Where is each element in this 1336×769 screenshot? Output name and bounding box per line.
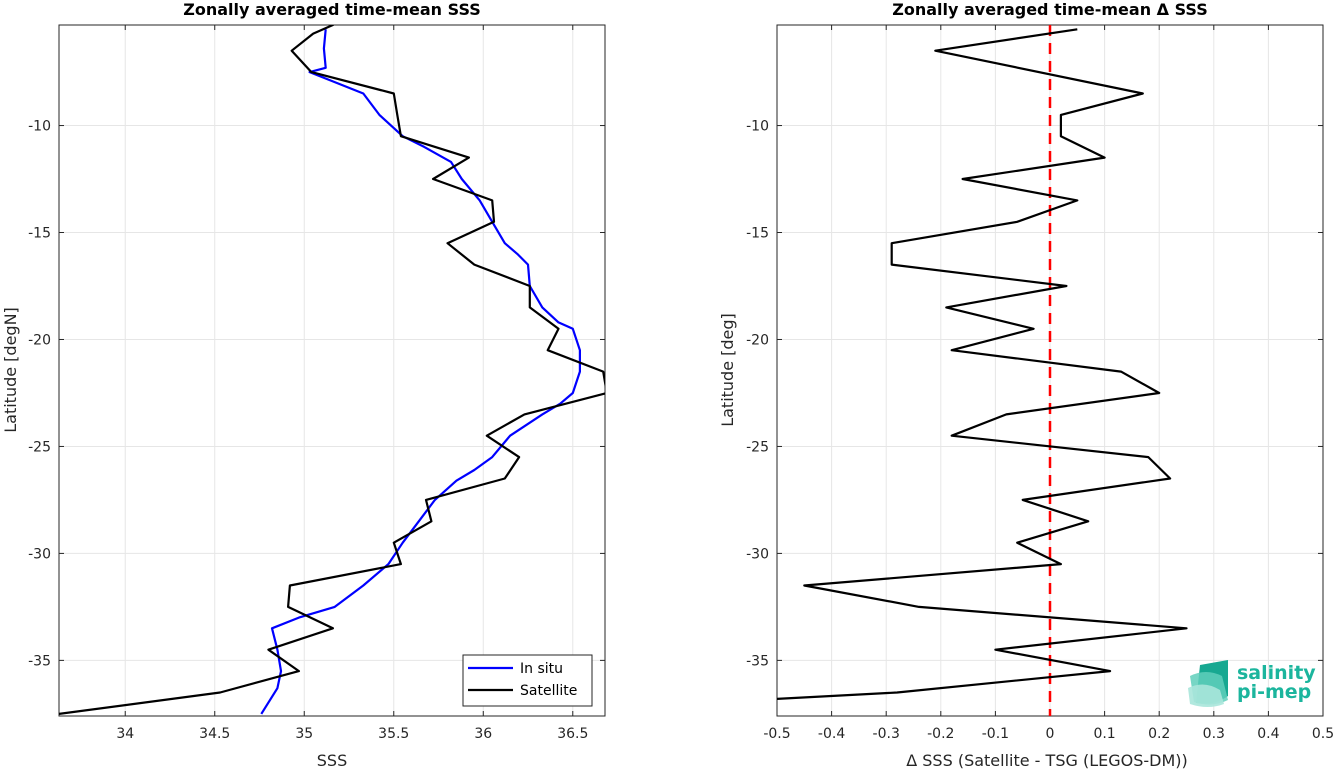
x-tick-label: 35.5 xyxy=(378,726,409,742)
x-tick-label: 0.4 xyxy=(1257,726,1279,742)
x-tick-label: 36.5 xyxy=(557,726,588,742)
left-chart-title: Zonally averaged time-mean SSS xyxy=(183,0,481,19)
logo-text-line1: salinity xyxy=(1237,662,1316,684)
y-tick-label: -30 xyxy=(746,546,769,562)
left-x-axis-label: SSS xyxy=(317,751,347,769)
legend-label-satellite: Satellite xyxy=(520,683,577,699)
salinity-pi-mep-logo: salinity pi-mep xyxy=(1188,660,1316,707)
x-tick-label: -0.5 xyxy=(763,726,790,742)
delta-sss-line xyxy=(777,28,1188,700)
y-tick-label: -10 xyxy=(746,119,769,135)
legend: In situ Satellite xyxy=(462,654,593,707)
x-tick-label: 0.3 xyxy=(1203,726,1225,742)
x-tick-label: 34 xyxy=(116,726,134,742)
left-panel-sss: Zonally averaged time-mean SSS SSS Latit… xyxy=(1,0,606,769)
left-axes-frame xyxy=(58,24,606,717)
series-line-in-situ xyxy=(260,29,582,715)
logo-text-line2: pi-mep xyxy=(1237,681,1311,703)
x-tick-label: -0.1 xyxy=(982,726,1009,742)
left-tick-labels: 34 34.5 35 35.5 36 36.5 -10 -15 -20 -25 -30 -35 xyxy=(28,25,605,742)
left-grid xyxy=(59,25,605,716)
y-tick-label: -30 xyxy=(28,546,51,562)
series-line-satellite xyxy=(59,25,605,715)
right-y-axis-label: Latitude [deg] xyxy=(718,313,737,427)
x-tick-label: 0.1 xyxy=(1093,726,1115,742)
left-series xyxy=(59,25,605,715)
x-tick-label: -0.4 xyxy=(818,726,845,742)
y-tick-label: -25 xyxy=(28,439,51,455)
x-tick-label: -0.3 xyxy=(873,726,900,742)
x-tick-label: 36 xyxy=(474,726,492,742)
right-tick-labels: -0.5 -0.4 -0.3 -0.2 -0.1 0 0.1 0.2 0.3 0.4 0.5 -10 -… xyxy=(746,25,1334,742)
right-chart-title: Zonally averaged time-mean Δ SSS xyxy=(892,0,1208,19)
right-series xyxy=(777,25,1188,716)
y-tick-label: -35 xyxy=(746,653,769,669)
y-tick-label: -15 xyxy=(746,226,769,242)
x-tick-label: 0 xyxy=(1046,726,1055,742)
x-tick-label: 35 xyxy=(295,726,313,742)
y-tick-label: -10 xyxy=(28,119,51,135)
x-tick-label: 0.5 xyxy=(1312,726,1334,742)
right-x-axis-label: Δ SSS (Satellite - TSG (LEGOS-DM)) xyxy=(906,751,1188,769)
y-tick-label: -15 xyxy=(28,226,51,242)
right-panel-delta-sss: Zonally averaged time-mean Δ SSS Δ SSS (… xyxy=(718,0,1334,769)
y-tick-label: -35 xyxy=(28,653,51,669)
x-tick-label: 34.5 xyxy=(199,726,230,742)
y-tick-label: -20 xyxy=(746,332,769,348)
x-tick-label: 0.2 xyxy=(1148,726,1170,742)
x-tick-label: -0.2 xyxy=(927,726,954,742)
logo-wave-icon xyxy=(1188,660,1228,707)
left-y-axis-label: Latitude [degN] xyxy=(1,307,20,433)
legend-label-in-situ: In situ xyxy=(520,661,563,677)
legend-box xyxy=(462,654,593,707)
y-tick-label: -25 xyxy=(746,439,769,455)
y-tick-label: -20 xyxy=(28,332,51,348)
